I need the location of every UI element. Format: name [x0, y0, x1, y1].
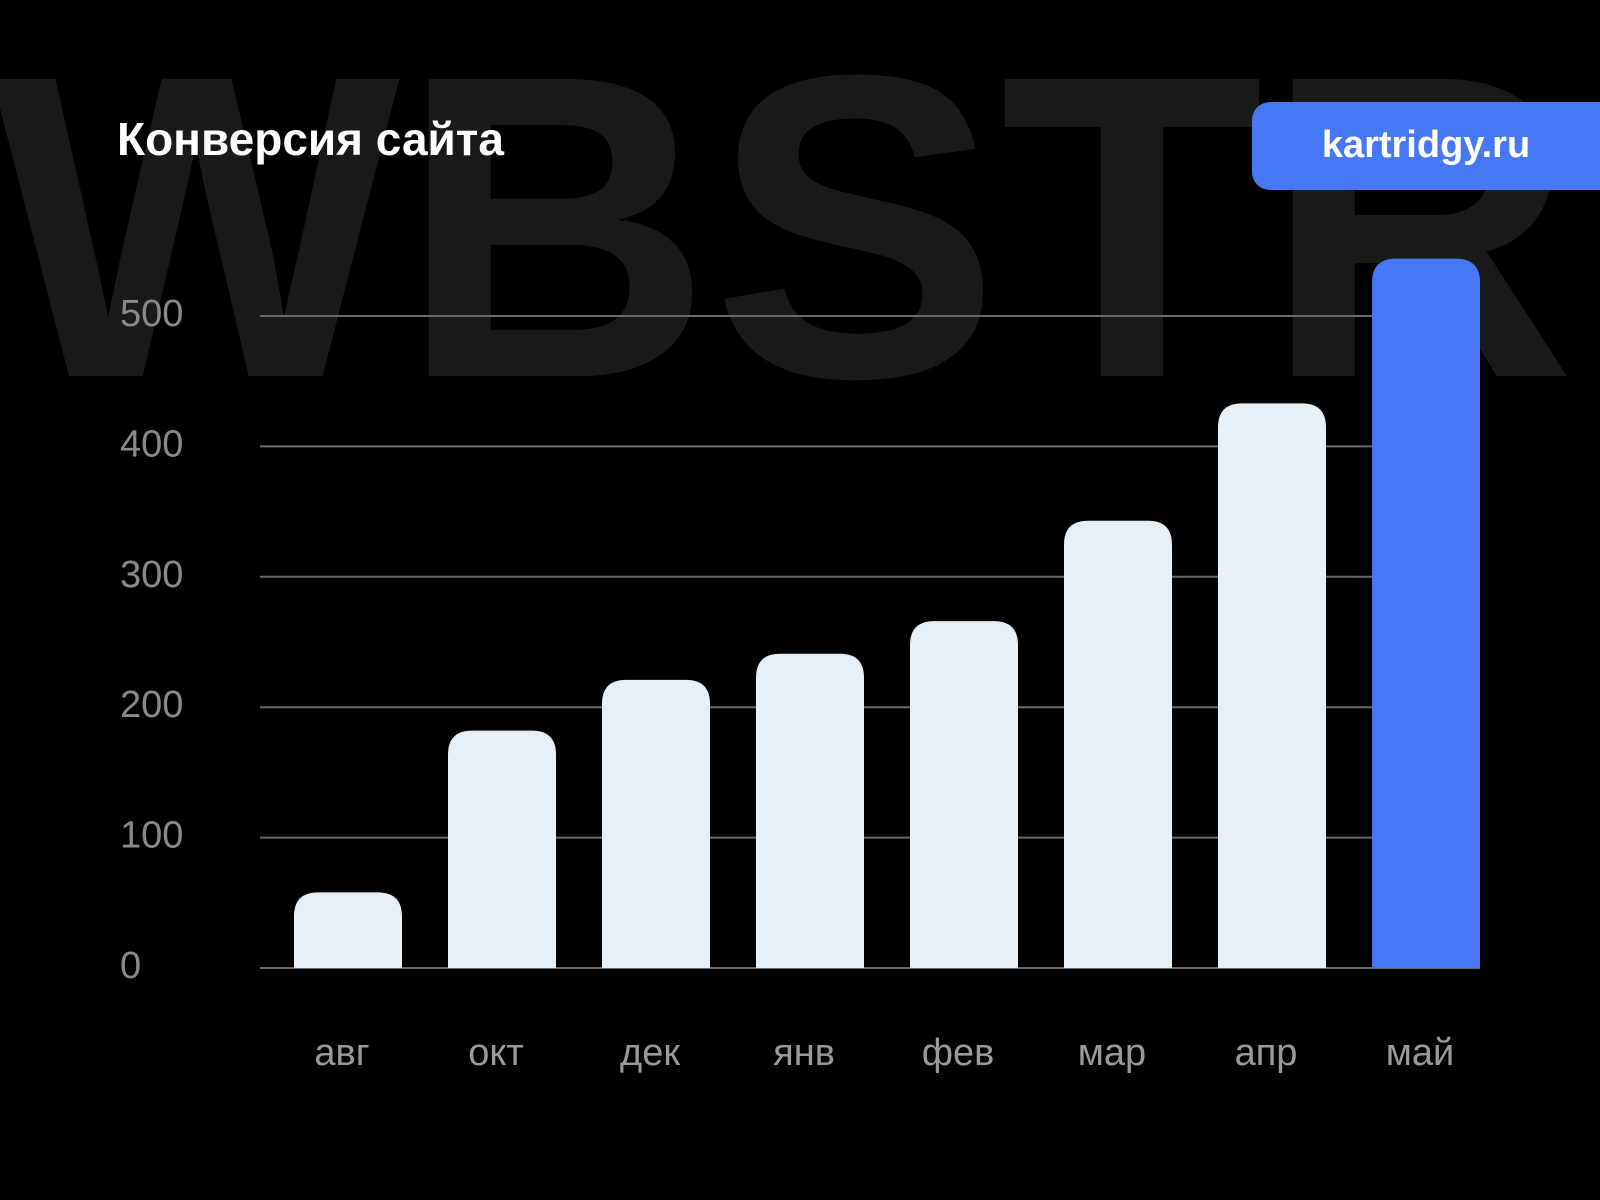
x-tick-label: май [1386, 1032, 1455, 1074]
y-tick-label: 400 [120, 423, 183, 465]
bar [756, 653, 864, 968]
bar [602, 679, 710, 968]
chart-title: Конверсия сайта [117, 113, 504, 165]
x-tick-label: апр [1235, 1032, 1298, 1074]
x-tick-label: окт [468, 1032, 524, 1074]
y-tick-label: 0 [120, 945, 141, 987]
y-tick-label: 500 [120, 293, 183, 335]
bar [1218, 403, 1326, 968]
y-tick-label: 100 [120, 815, 183, 857]
badge [1252, 102, 1600, 190]
x-tick-label: фев [922, 1032, 995, 1074]
bar [294, 892, 402, 968]
x-tick-label: мар [1078, 1032, 1146, 1074]
bar [1064, 520, 1172, 968]
x-tick-label: янв [773, 1032, 835, 1074]
bar [1372, 258, 1480, 968]
bar [910, 621, 1018, 968]
y-tick-label: 300 [120, 554, 183, 596]
bar [448, 730, 556, 968]
x-tick-label: дек [620, 1032, 680, 1074]
watermark: WBSTR [0, 0, 1576, 468]
y-tick-label: 200 [120, 684, 183, 726]
x-tick-label: авг [314, 1032, 369, 1074]
badge-text: kartridgy.ru [1322, 124, 1530, 166]
